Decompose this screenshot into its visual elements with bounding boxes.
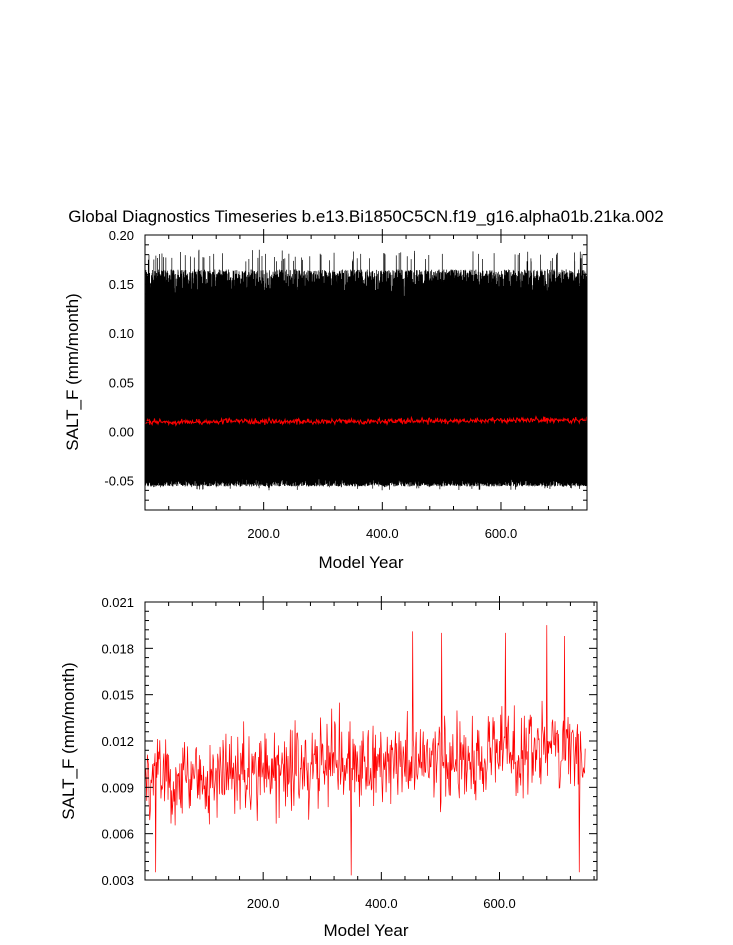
y-tick-label: 0.006 — [101, 827, 134, 842]
y-tick-label: 0.003 — [101, 873, 134, 888]
y-tick-label: 0.021 — [101, 595, 134, 610]
x-axis-label: Model Year — [323, 921, 408, 940]
y-axis-label: SALT_F (mm/month) — [63, 293, 82, 450]
x-tick-label: 200.0 — [247, 526, 280, 541]
y-tick-label: 0.00 — [109, 424, 134, 439]
y-tick-label: 0.15 — [109, 277, 134, 292]
y-tick-label: 0.009 — [101, 780, 134, 795]
y-tick-label: 0.10 — [109, 326, 134, 341]
plot-area — [145, 249, 587, 491]
x-tick-label: 200.0 — [247, 896, 280, 911]
y-tick-label: 0.018 — [101, 641, 134, 656]
y-tick-label: 0.20 — [109, 228, 134, 243]
x-axis-label: Model Year — [318, 553, 403, 572]
y-tick-label: 0.012 — [101, 734, 134, 749]
x-tick-label: 600.0 — [485, 526, 518, 541]
plot-frame — [144, 601, 598, 881]
y-tick-label: -0.05 — [104, 474, 134, 489]
plot-area — [145, 625, 586, 876]
y-tick-label: 0.015 — [101, 688, 134, 703]
x-tick-label: 400.0 — [365, 896, 398, 911]
x-tick-label: 600.0 — [483, 896, 516, 911]
series-line-annual — [145, 625, 586, 876]
series-line-monthly — [145, 249, 587, 491]
top-panel: -0.05 0.00 0.05 0.10 0.15 0.20 200.0 400.0 600.0… — [63, 228, 588, 572]
bottom-panel: 0.003 0.006 0.009 0.012 0.015 0.018 0.021 200.0… — [59, 595, 598, 940]
y-axis-label: SALT_F (mm/month) — [59, 662, 78, 819]
y-tick-label: 0.05 — [109, 375, 134, 390]
x-tick-label: 400.0 — [366, 526, 399, 541]
series-line-annual — [145, 415, 587, 427]
figure-title: Global Diagnostics Timeseries b.e13.Bi18… — [68, 207, 663, 226]
